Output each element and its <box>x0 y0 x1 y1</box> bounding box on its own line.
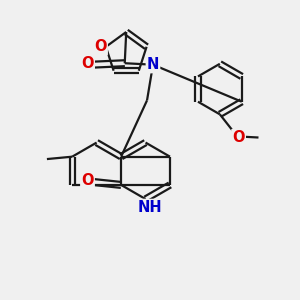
Text: O: O <box>94 39 107 54</box>
Text: N: N <box>147 57 159 72</box>
Text: O: O <box>232 130 245 145</box>
Text: O: O <box>81 56 94 71</box>
Text: O: O <box>81 173 94 188</box>
Text: NH: NH <box>138 200 162 215</box>
